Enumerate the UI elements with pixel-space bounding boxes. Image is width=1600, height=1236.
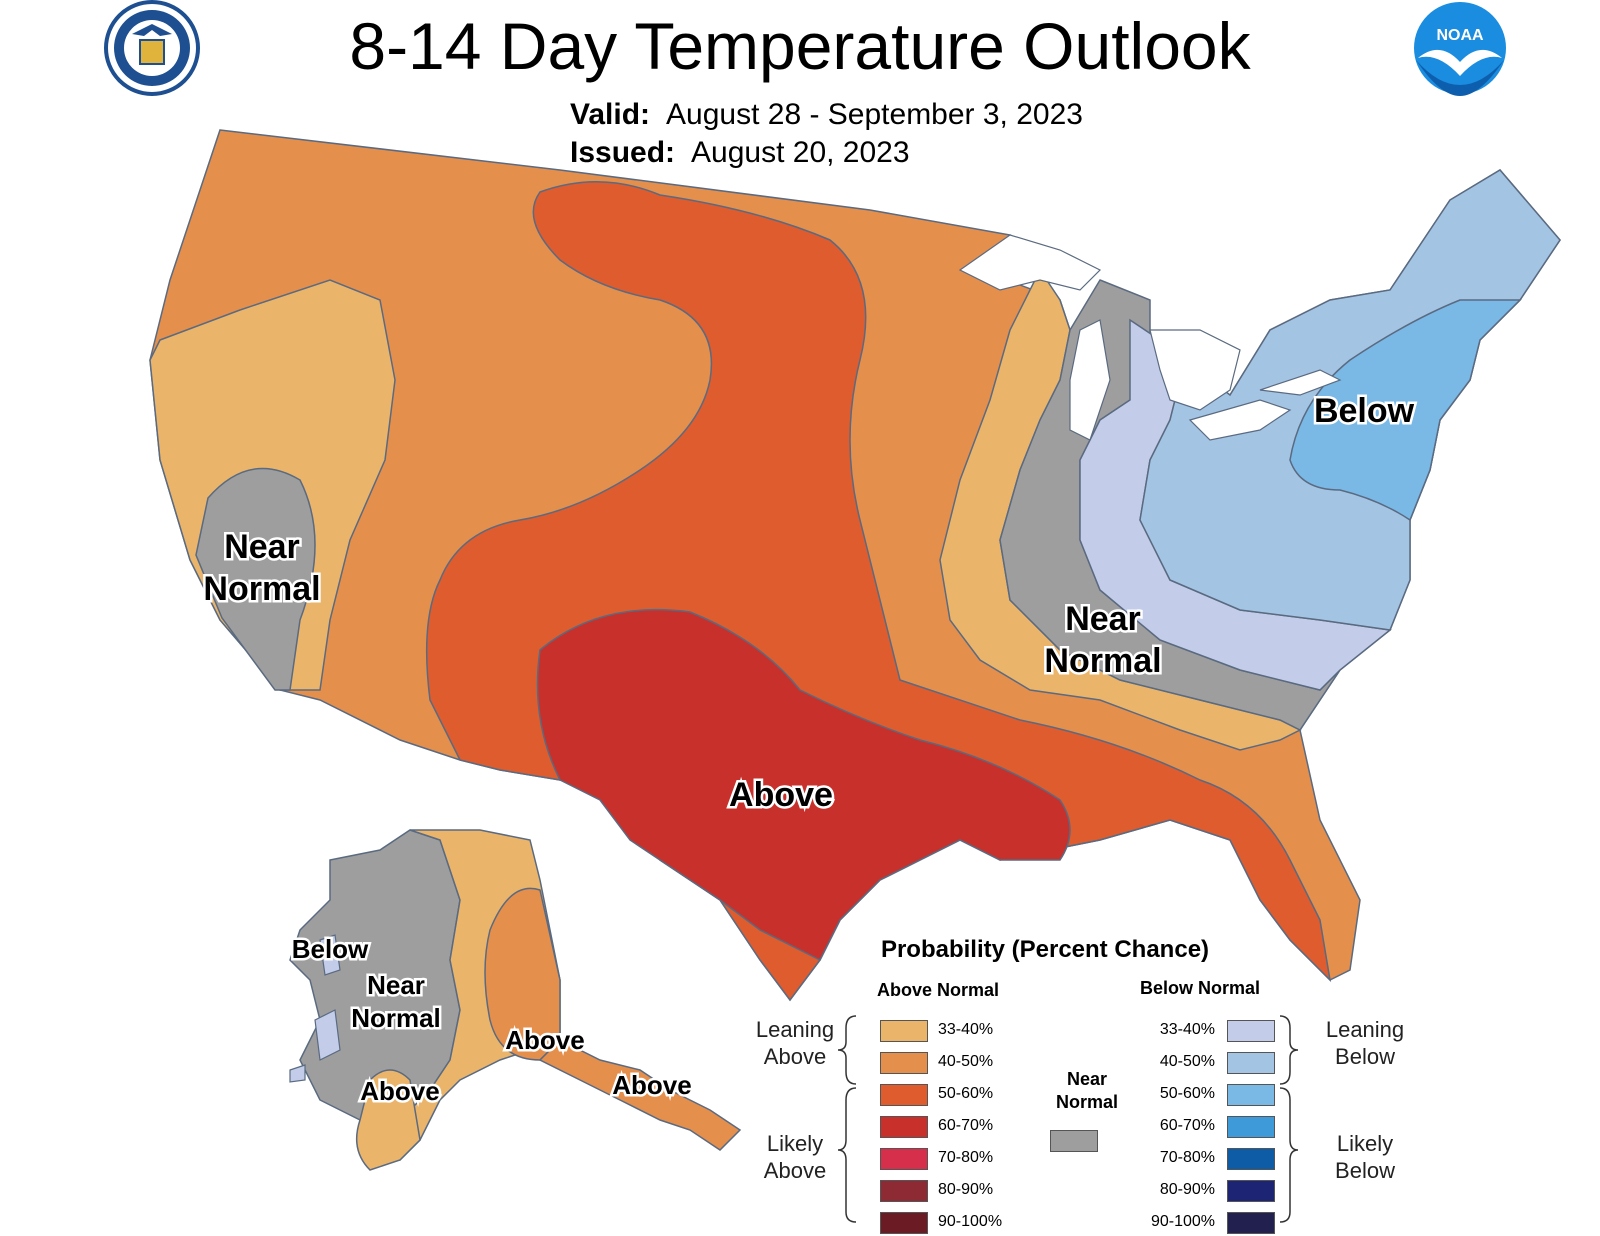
alaska-region-above-panhandle — [538, 1039, 742, 1151]
legend-below-row: 40-50% — [1100, 1052, 1275, 1074]
alaska-region-above-sw — [355, 1069, 421, 1171]
legend-leaning-below-line2: Below — [1335, 1044, 1395, 1069]
swatch-near-normal — [1050, 1130, 1098, 1152]
legend-above-row-label: 40-50% — [938, 1053, 994, 1070]
issued-label: Issued: — [570, 136, 676, 169]
swatch-above-40-50 — [880, 1052, 928, 1074]
legend-above-header: Above Normal — [876, 980, 1000, 1000]
legend-likely-below-line1: Likely — [1336, 1131, 1394, 1156]
swatch-below-70-80 — [1227, 1148, 1275, 1170]
valid-label: Valid: — [570, 98, 651, 131]
legend-above-row: 70-80% — [880, 1148, 1040, 1170]
legend-below-row: 80-90% — [1100, 1180, 1275, 1202]
legend-below-row: 70-80% — [1100, 1148, 1275, 1170]
valid-value: August 28 - September 3, 2023 — [666, 98, 1083, 131]
label-ak-above-sw: Above — [360, 1076, 439, 1106]
label-west-near-normal-2: Normal — [203, 570, 320, 608]
legend-below-row-label: 40-50% — [1159, 1053, 1215, 1070]
swatch-above-50-60 — [880, 1084, 928, 1106]
legend-below-row-label: 90-100% — [1150, 1213, 1215, 1230]
legend-below-row: 50-60% — [1100, 1084, 1275, 1106]
legend-above-row: 60-70% — [880, 1116, 1040, 1138]
legend-above-row-label: 90-100% — [938, 1213, 1003, 1230]
legend-likely-above-line2: Above — [763, 1158, 827, 1183]
swatch-below-33-40 — [1227, 1020, 1275, 1042]
label-ak-above-se: Above — [612, 1070, 691, 1100]
legend-below-row: 33-40% — [1100, 1020, 1275, 1042]
label-above: Above — [729, 776, 833, 814]
legend-leaning-below-line1: Leaning — [1325, 1017, 1405, 1042]
label-below: Below — [1314, 392, 1415, 430]
swatch-above-70-80 — [880, 1148, 928, 1170]
legend-likely-below: Likely Below — [1300, 1130, 1430, 1184]
legend-below-row-label: 50-60% — [1159, 1085, 1215, 1102]
legend-above-row: 80-90% — [880, 1180, 1040, 1202]
issued-date: Issued: August 20, 2023 — [570, 136, 910, 170]
swatch-above-33-40 — [880, 1020, 928, 1042]
legend-near-normal: Near Normal — [1042, 1068, 1132, 1114]
label-east-near-normal-2: Normal — [1044, 642, 1161, 680]
label-ak-near-normal-2: Normal — [351, 1003, 441, 1033]
legend-near-normal-line2: Normal — [1055, 1092, 1118, 1112]
swatch-below-50-60 — [1227, 1084, 1275, 1106]
legend-above-row-label: 80-90% — [938, 1181, 994, 1198]
alaska-region-above-40-50 — [484, 887, 561, 1061]
legend-above-row-label: 50-60% — [938, 1085, 994, 1102]
legend-leaning-below: Leaning Below — [1300, 1016, 1430, 1070]
legend-likely-below-line2: Below — [1335, 1158, 1395, 1183]
legend-below-row-label: 80-90% — [1159, 1181, 1215, 1198]
legend-leaning-above-line2: Above — [763, 1044, 827, 1069]
label-east-near-normal-1: Near — [1065, 600, 1141, 638]
legend-above-row: 50-60% — [880, 1084, 1040, 1106]
legend-above-row-label: 33-40% — [938, 1021, 994, 1038]
legend-leaning-above: Leaning Above — [735, 1016, 855, 1070]
commerce-seal-icon — [104, 0, 200, 96]
brace-likely-above — [837, 1087, 857, 1223]
swatch-above-80-90 — [880, 1180, 928, 1202]
valid-dates: Valid: August 28 - September 3, 2023 — [570, 98, 1083, 132]
legend-above-row: 40-50% — [880, 1052, 1040, 1074]
swatch-below-80-90 — [1227, 1180, 1275, 1202]
great-lakes — [958, 234, 1342, 441]
legend-above-row: 90-100% — [880, 1212, 1040, 1234]
label-ak-above-south: Above — [505, 1025, 584, 1055]
legend-below-row-label: 70-80% — [1159, 1149, 1215, 1166]
brace-likely-below — [1279, 1087, 1299, 1223]
legend-leaning-above-line1: Leaning — [755, 1017, 835, 1042]
legend-below-header: Below Normal — [1139, 978, 1261, 998]
conus-region-above-60-70 — [536, 609, 1071, 962]
legend-near-normal-line1: Near — [1066, 1069, 1108, 1089]
conus-region-near-normal-west — [195, 467, 316, 691]
brace-leaning-below — [1279, 1015, 1299, 1085]
map-title: 8-14 Day Temperature Outlook — [349, 9, 1251, 83]
label-ak-near-normal-1: Near — [367, 970, 425, 1000]
legend-above-row-label: 60-70% — [938, 1117, 994, 1134]
swatch-above-90-100 — [880, 1212, 928, 1234]
legend-below-row: 90-100% — [1100, 1212, 1275, 1234]
legend-above-row: 33-40% — [880, 1020, 1040, 1042]
label-west-near-normal-1: Near — [224, 528, 300, 566]
legend-below-row-label: 60-70% — [1159, 1117, 1215, 1134]
legend-title: Probability (Percent Chance) — [880, 936, 1210, 963]
legend-above-row-label: 70-80% — [938, 1149, 994, 1166]
legend-below-row: 60-70% — [1100, 1116, 1275, 1138]
swatch-above-60-70 — [880, 1116, 928, 1138]
noaa-logo-icon: NOAA — [1414, 2, 1506, 96]
swatch-below-40-50 — [1227, 1052, 1275, 1074]
swatch-below-60-70 — [1227, 1116, 1275, 1138]
alaska-region-below — [289, 934, 341, 1083]
swatch-below-90-100 — [1227, 1212, 1275, 1234]
brace-leaning-above — [837, 1015, 857, 1085]
legend-below-row-label: 33-40% — [1159, 1021, 1215, 1038]
issued-value: August 20, 2023 — [691, 136, 910, 169]
legend-likely-above-line1: Likely — [766, 1131, 824, 1156]
label-ak-below: Below — [292, 934, 369, 964]
noaa-logo-text: NOAA — [1436, 27, 1484, 44]
legend-likely-above: Likely Above — [735, 1130, 855, 1184]
